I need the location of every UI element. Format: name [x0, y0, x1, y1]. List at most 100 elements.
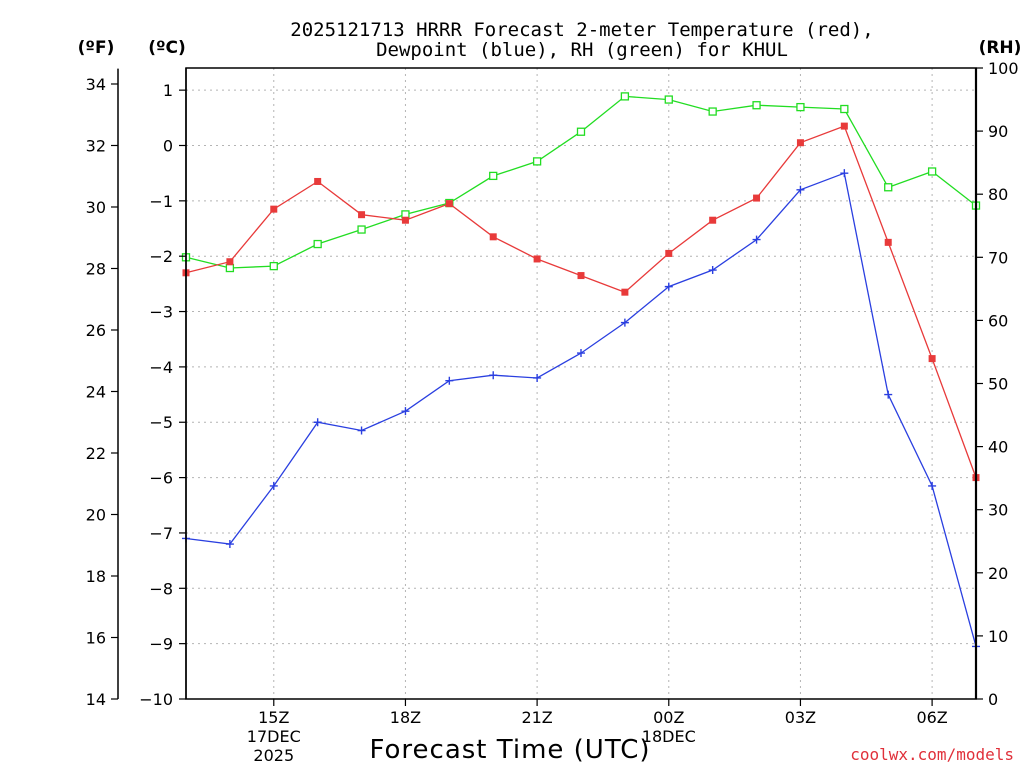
temperature-point	[533, 255, 541, 263]
x-tick-date: 17DEC	[247, 727, 301, 746]
temperature-point	[445, 200, 453, 208]
temperature-point	[489, 233, 497, 241]
series-layer	[181, 92, 981, 651]
rh-point	[357, 225, 366, 234]
rh-point	[884, 183, 893, 192]
celsius-tick-label: −8	[149, 579, 173, 598]
temperature-point	[753, 194, 761, 202]
temperature-point	[665, 249, 673, 257]
chart-title-line-1: 2025121713 HRRR Forecast 2-meter Tempera…	[290, 19, 873, 41]
dewpoint-point	[664, 282, 673, 291]
rh-tick-label: 80	[988, 185, 1008, 204]
dewpoint-point	[445, 376, 454, 385]
celsius-tick-label: −9	[149, 635, 173, 654]
fahrenheit-tick-label: 20	[86, 505, 106, 524]
rh-tick-label: 20	[988, 564, 1008, 583]
fahrenheit-tick-label: 34	[86, 75, 106, 94]
dewpoint-point	[840, 169, 849, 178]
dewpoint-point	[533, 373, 542, 382]
temperature-point	[709, 216, 717, 224]
rh-point	[269, 261, 278, 271]
celsius-tick-label: −1	[149, 192, 173, 211]
rh-point	[313, 239, 322, 249]
dewpoint-point	[225, 540, 234, 549]
rh-tick-label: 40	[988, 438, 1008, 457]
temperature-point	[358, 211, 366, 219]
dewpoint-point	[884, 390, 893, 399]
chart-title-line-2: Dewpoint (blue), RH (green) for KHUL	[376, 39, 788, 61]
celsius-tick-label: −6	[149, 469, 173, 488]
temperature-series	[182, 122, 980, 482]
rh-point	[927, 167, 937, 176]
fahrenheit-tick-label: 26	[86, 321, 106, 340]
rh-tick-label: 10	[988, 627, 1008, 646]
celsius-tick-label: 0	[163, 136, 173, 155]
temperature-point	[884, 238, 892, 246]
dewpoint-series	[182, 169, 980, 651]
rh-tick-label: 0	[988, 690, 998, 709]
dewpoint-point	[269, 481, 278, 490]
celsius-tick-label: −7	[149, 524, 173, 543]
temperature-line	[185, 125, 977, 478]
x-tick-label: 00Z	[653, 708, 684, 727]
fahrenheit-unit-label: (ºF)	[78, 38, 115, 58]
temperature-point	[314, 177, 322, 185]
dewpoint-point	[928, 481, 937, 490]
fahrenheit-tick-label: 18	[86, 567, 106, 586]
x-tick-label: 18Z	[390, 708, 421, 727]
rh-tick-label: 100	[988, 59, 1019, 78]
temperature-point	[401, 216, 409, 224]
fahrenheit-tick-label: 28	[86, 259, 106, 278]
temperature-point	[621, 288, 629, 296]
dewpoint-point	[489, 371, 498, 380]
rh-tick-label: 50	[988, 375, 1008, 394]
fahrenheit-tick-label: 22	[86, 444, 106, 463]
celsius-tick-label: −4	[149, 358, 173, 377]
rh-point	[708, 107, 717, 116]
x-tick-label: 21Z	[521, 708, 552, 727]
credit-text: coolwx.com/models	[850, 745, 1014, 764]
dewpoint-point	[708, 266, 717, 275]
celsius-tick-label: −3	[149, 303, 173, 322]
dewpoint-point	[752, 235, 761, 244]
dewpoint-point	[357, 426, 366, 435]
rh-point	[664, 95, 673, 104]
fahrenheit-tick-label: 30	[86, 198, 106, 217]
dewpoint-point	[577, 349, 585, 358]
rh-point	[796, 102, 805, 112]
x-tick-date: 18DEC	[642, 727, 696, 746]
fahrenheit-tick-label: 14	[86, 690, 106, 709]
rh-unit-label: (RH)	[979, 38, 1022, 58]
rh-point	[576, 127, 586, 136]
fahrenheit-tick-label: 32	[86, 136, 106, 155]
fahrenheit-tick-label: 16	[86, 628, 106, 647]
celsius-tick-label: −2	[149, 247, 173, 266]
rh-tick-label: 70	[988, 248, 1008, 267]
x-tick-label: 15Z	[258, 708, 289, 727]
temperature-point	[226, 258, 234, 266]
celsius-tick-label: −5	[149, 413, 173, 432]
rh-point	[225, 263, 235, 273]
x-tick-label: 06Z	[916, 708, 947, 727]
x-tick-label: 03Z	[785, 708, 816, 727]
rh-point	[532, 157, 542, 166]
celsius-tick-label: 1	[163, 81, 173, 100]
fahrenheit-tick-label: 24	[86, 382, 106, 401]
temperature-point	[928, 355, 936, 363]
dewpoint-line	[185, 172, 977, 647]
rh-tick-label: 90	[988, 122, 1008, 141]
dewpoint-point	[401, 407, 410, 416]
rh-point	[752, 101, 761, 110]
rh-tick-label: 60	[988, 311, 1008, 330]
x-tick-year: 2025	[253, 746, 294, 765]
rh-point	[620, 92, 630, 101]
celsius-tick-label: −10	[139, 690, 173, 709]
dewpoint-point	[620, 318, 629, 327]
temperature-point	[840, 122, 848, 130]
x-axis-label: Forecast Time (UTC)	[369, 735, 650, 765]
celsius-unit-label: (ºC)	[148, 38, 186, 58]
rh-series	[181, 92, 981, 273]
dewpoint-point	[313, 418, 322, 427]
rh-tick-label: 30	[988, 501, 1008, 520]
